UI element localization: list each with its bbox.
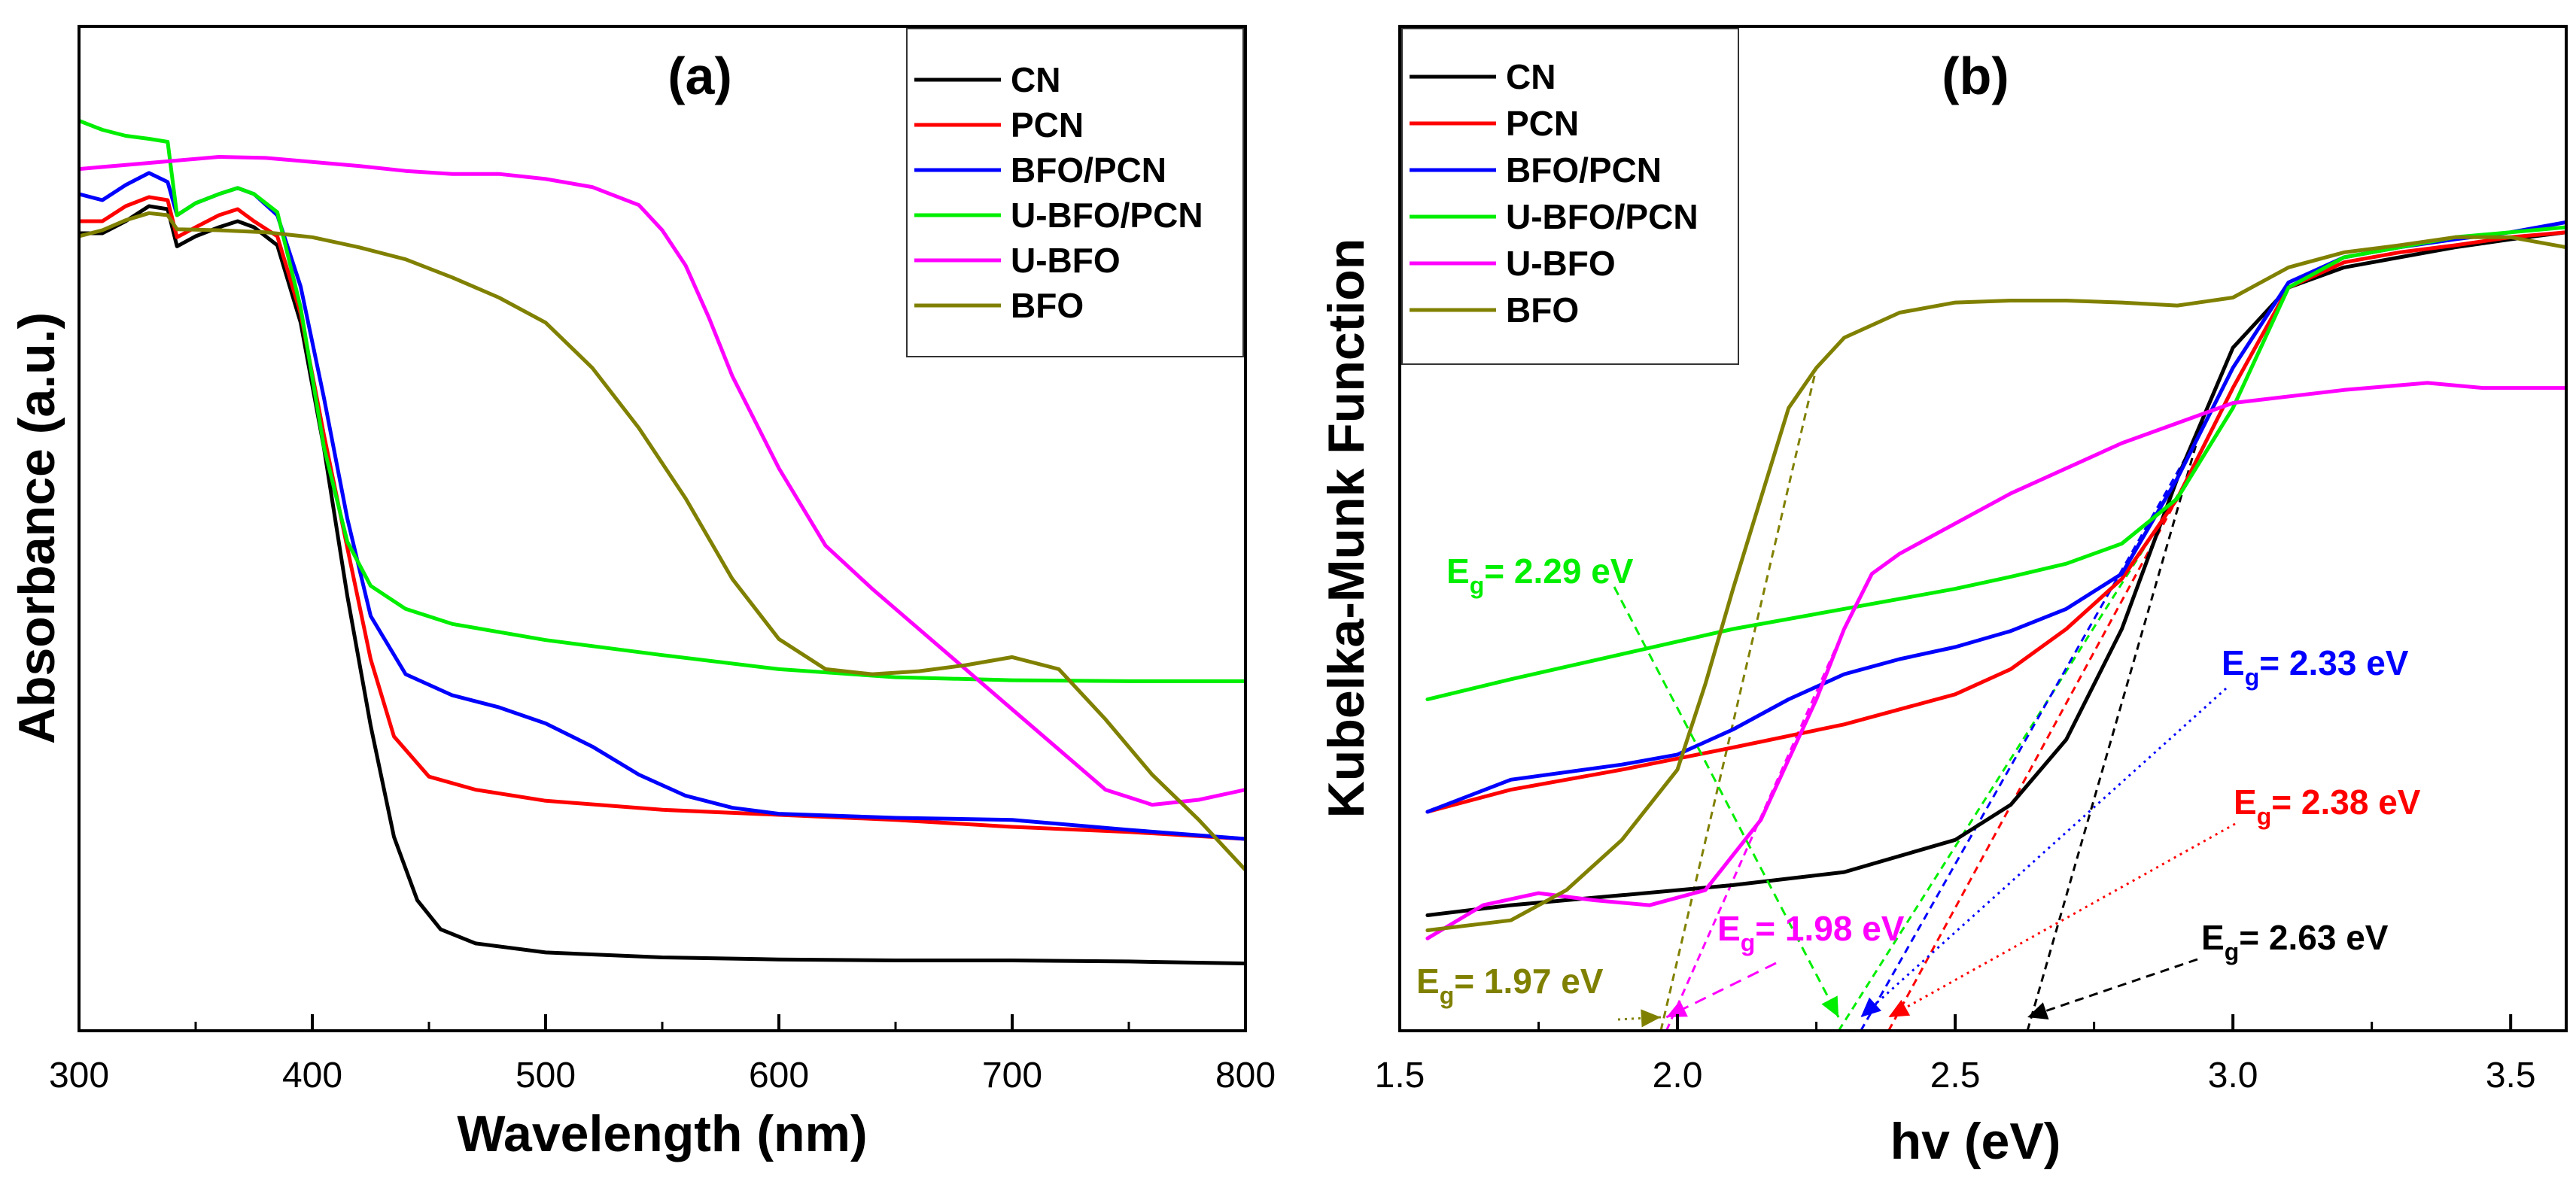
x-tick-label: 400 (282, 1056, 342, 1095)
tangent-line (1887, 497, 2179, 1031)
annotation-arrow (1860, 687, 2228, 1019)
x-tick-label: 1.5 (1375, 1056, 1425, 1095)
x-axis-title-a: Wavelength (nm) (457, 1105, 867, 1162)
legend-label: BFO/PCN (1506, 150, 1662, 190)
bandgap-annotation: Eg= 2.63 eV (2201, 918, 2389, 965)
x-tick-label: 3.5 (2486, 1056, 2536, 1095)
series-line-u-bfo-pcn (79, 119, 1245, 683)
bandgap-annotation: Eg= 2.29 eV (1446, 551, 1634, 599)
series-line-cn (1425, 230, 2566, 917)
series-line-u-bfo (1425, 381, 2566, 940)
x-tick-label: 2.0 (1653, 1056, 1703, 1095)
panel-label-a: (a) (668, 47, 732, 105)
y-axis-title-b: Kubelka-Munk Function (1318, 239, 1375, 819)
legend-label: U-BFO/PCN (1506, 197, 1699, 236)
legend-label: U-BFO (1011, 241, 1121, 280)
legend-label: PCN (1506, 104, 1579, 143)
annotation-arrowhead (2027, 1002, 2049, 1019)
legend-label: BFO (1506, 290, 1579, 330)
tangent-line (2026, 412, 2206, 1031)
y-axis-title-a: Absorbance (a.u.) (8, 312, 65, 744)
panel-a: 300 400 500 600 700 800 (a) Wavelength (nm) A… (8, 25, 1276, 1162)
annotation-arrow (1665, 962, 1777, 1019)
bandgap-annotation: Eg= 2.38 eV (2234, 782, 2421, 830)
annotation-arrow (1613, 586, 1840, 1018)
x-tick-label: 700 (982, 1056, 1042, 1095)
bandgap-annotation: Eg= 2.33 eV (2222, 643, 2409, 691)
x-tick-label: 300 (49, 1056, 109, 1095)
annotation-arrowhead (1666, 1000, 1688, 1017)
legend-label: CN (1506, 57, 1556, 96)
panel-b: 1.5 2.0 2.5 3.0 3.5 (b) hv (eV) Kubelka-Munk… (1318, 25, 2568, 1170)
tangent-line (1659, 367, 1818, 1031)
annotation-arrowhead (1641, 1009, 1661, 1028)
legend-label: BFO/PCN (1011, 150, 1166, 190)
series-line-pcn (1425, 230, 2566, 814)
x-tick-label: 800 (1215, 1056, 1276, 1095)
annotation-arrow (1887, 822, 2236, 1019)
x-tick-label: 500 (516, 1056, 576, 1095)
x-axis-title-b: hv (eV) (1890, 1113, 2061, 1170)
series-line-u-bfo (79, 155, 1245, 807)
x-tick-label: 3.0 (2208, 1056, 2258, 1095)
legend-label: U-BFO (1506, 244, 1616, 283)
legend-box-a (906, 28, 1244, 357)
bandgap-annotation: Eg= 1.98 eV (1717, 909, 1905, 956)
legend-b: CN PCN BFO/PCN U-BFO/PCN U-BFO BFO (1401, 28, 1739, 365)
legend-label: BFO (1011, 286, 1084, 325)
series-line-bfo (1425, 235, 2566, 932)
annotation-arrowhead (1821, 995, 1839, 1017)
legend-label: U-BFO/PCN (1011, 196, 1203, 235)
panel-label-b: (b) (1942, 47, 2009, 105)
bandgap-annotation: Eg= 1.97 eV (1416, 962, 1604, 1009)
annotation-arrowhead (1860, 997, 1881, 1017)
series-line-bfo (79, 211, 1245, 872)
plot-frame-b (1398, 25, 2568, 1032)
legend-label: PCN (1011, 105, 1084, 144)
annotation-arrowhead (1888, 999, 1911, 1017)
x-tick-label: 600 (749, 1056, 809, 1095)
legend-label: CN (1011, 60, 1060, 99)
x-tick-label: 2.5 (1930, 1056, 1981, 1095)
legend-a: CN PCN BFO/PCN U-BFO/PCN U-BFO BFO (906, 28, 1244, 357)
